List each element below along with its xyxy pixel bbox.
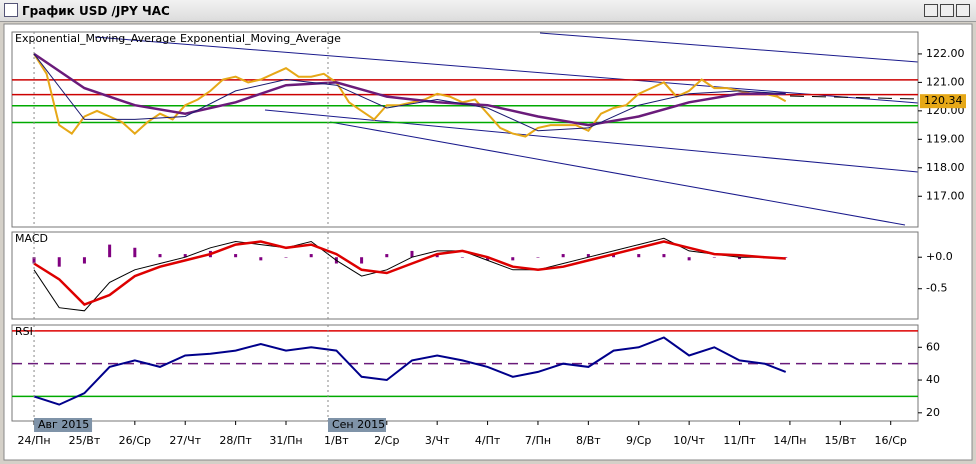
window-icon	[4, 3, 18, 17]
histogram-bar	[410, 250, 414, 258]
x-tick-label: 28/Пт	[219, 434, 252, 447]
y-tick-label: -0.5	[926, 282, 947, 295]
histogram-bar	[662, 254, 666, 258]
histogram-bar	[82, 257, 86, 264]
x-tick-label: 4/Пт	[475, 434, 501, 447]
histogram-bar	[586, 254, 590, 258]
legend-entry: Exponential_Moving_Average	[15, 32, 176, 45]
x-tick-label: 8/Вт	[576, 434, 601, 447]
histogram-bar	[32, 257, 36, 264]
trend-line	[329, 121, 906, 226]
y-tick-label: 117.00	[926, 189, 965, 202]
y-tick-label: 40	[926, 373, 940, 386]
series-line	[33, 53, 787, 138]
maximize-button[interactable]	[940, 4, 954, 17]
histogram-bar	[108, 244, 112, 258]
x-tick-label: 27/Чт	[169, 434, 201, 447]
minimize-button[interactable]	[924, 4, 938, 17]
y-tick-label: +0.0	[926, 250, 953, 263]
x-tick-label: 9/Ср	[626, 434, 651, 447]
y-tick-label: 118.00	[926, 161, 965, 174]
x-tick-label: 7/Пн	[525, 434, 551, 447]
x-tick-label: 14/Пн	[773, 434, 806, 447]
x-tick-label: 16/Ср	[875, 434, 907, 447]
histogram-bar	[612, 254, 616, 258]
histogram-bar	[284, 257, 288, 258]
current-price-label: 120.34	[924, 94, 963, 107]
x-tick-label: 25/Вт	[69, 434, 101, 447]
y-tick-label: 20	[926, 406, 940, 419]
x-tick-label: 3/Чт	[425, 434, 450, 447]
histogram-bar	[259, 257, 263, 261]
series-line	[33, 336, 787, 406]
histogram-bar	[712, 257, 716, 258]
y-tick-label: 119.00	[926, 132, 965, 145]
x-tick-label: 11/Пт	[723, 434, 756, 447]
x-tick-label: 31/Пн	[269, 434, 302, 447]
x-tick-label: 15/Вт	[824, 434, 856, 447]
y-tick-label: 121.00	[926, 75, 965, 88]
histogram-bar	[687, 257, 691, 261]
panel-title: MACD	[15, 232, 48, 245]
series-line	[33, 237, 786, 312]
trend-line	[539, 32, 919, 63]
close-button[interactable]	[956, 4, 970, 17]
month-label: Авг 2015	[38, 418, 89, 431]
chart-background	[3, 23, 973, 461]
current-price-box	[920, 94, 966, 109]
x-tick-label: 24/Пн	[17, 434, 50, 447]
histogram-bar	[309, 254, 313, 258]
y-tick-label: 122.00	[926, 47, 965, 60]
histogram-bar	[435, 254, 439, 258]
panel-title: RSI	[15, 325, 33, 338]
month-label: Сен 2015	[332, 418, 385, 431]
series-line	[33, 52, 786, 127]
series-line	[33, 240, 786, 306]
y-tick-label: 60	[926, 340, 940, 353]
chart: 117.00118.00119.00120.00121.00122.00Expo…	[3, 23, 973, 461]
legend-entry: Exponential_Moving_Average	[180, 32, 341, 45]
month-label-box	[34, 418, 93, 432]
histogram-bar	[158, 254, 162, 258]
title-bar: График USD /JPY ЧАС	[0, 0, 976, 22]
x-tick-label: 10/Чт	[673, 434, 705, 447]
series-line	[33, 53, 786, 132]
histogram-bar	[460, 257, 464, 258]
month-label-box	[327, 418, 386, 432]
x-tick-label: 1/Вт	[324, 434, 349, 447]
histogram-bar	[57, 257, 61, 267]
histogram-bar	[738, 257, 742, 260]
trend-line	[94, 36, 919, 104]
histogram-bar	[183, 254, 187, 258]
window-title: График USD /JPY ЧАС	[22, 4, 170, 18]
histogram-bar	[511, 257, 515, 261]
x-tick-label: 2/Ср	[374, 434, 399, 447]
histogram-bar	[637, 254, 641, 258]
histogram-bar	[385, 254, 389, 258]
histogram-bar	[536, 257, 540, 258]
x-tick-label: 26/Ср	[119, 434, 151, 447]
histogram-bar	[486, 257, 490, 261]
histogram-bar	[360, 257, 364, 264]
histogram-bar	[561, 254, 565, 258]
histogram-bar	[133, 247, 137, 258]
histogram-bar	[234, 254, 238, 258]
